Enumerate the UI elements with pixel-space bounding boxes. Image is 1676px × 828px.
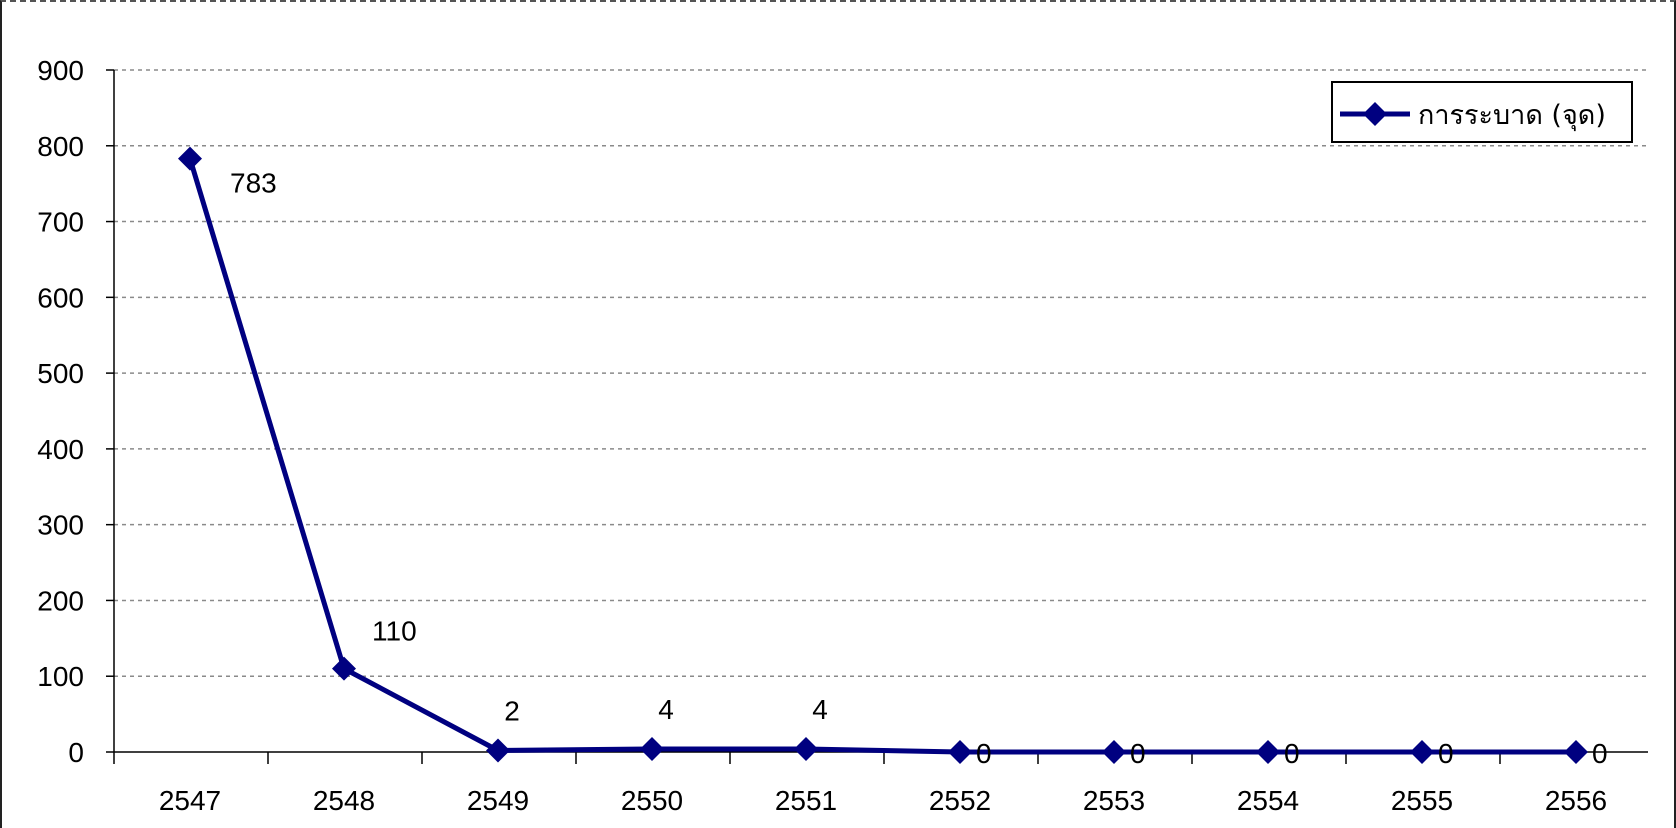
x-tick-label-2554: 2554 <box>1237 785 1299 816</box>
gridlines <box>114 69 1648 677</box>
y-tick-label-700: 700 <box>37 207 84 238</box>
y-tick-label-800: 800 <box>37 131 84 162</box>
data-label-2551: 4 <box>812 694 828 725</box>
legend: การระบาด (จุด) <box>1331 81 1633 143</box>
x-tick-label-2551: 2551 <box>775 785 837 816</box>
data-label-2548: 110 <box>372 616 417 647</box>
x-tick-label-2553: 2553 <box>1083 785 1145 816</box>
x-tick-label-2550: 2550 <box>621 785 683 816</box>
data-labels: 783 110 2 4 4 0 0 0 0 0 <box>230 168 1608 769</box>
y-tick-label-200: 200 <box>37 585 84 616</box>
x-tick-label-2556: 2556 <box>1545 785 1607 816</box>
x-tick-labels: 2547 2548 2549 2550 2551 2552 2553 2554 2555 2556 <box>159 785 1607 816</box>
data-label-2554: 0 <box>1284 738 1300 769</box>
x-tick-label-2548: 2548 <box>313 785 375 816</box>
data-point-2553 <box>1102 740 1126 764</box>
data-point-2548 <box>332 656 356 681</box>
data-label-2550: 4 <box>658 694 674 725</box>
data-label-2552: 0 <box>976 738 992 769</box>
x-tick-label-2549: 2549 <box>467 785 529 816</box>
y-tick-label-400: 400 <box>37 434 84 465</box>
y-tick-label-600: 600 <box>37 282 84 313</box>
data-point-2549 <box>486 738 510 763</box>
series-layer <box>178 146 1588 764</box>
data-point-2551 <box>794 736 818 761</box>
data-point-2555 <box>1410 740 1434 764</box>
y-tick-label-100: 100 <box>37 661 84 692</box>
data-label-2547: 783 <box>230 168 277 199</box>
x-tick-label-2552: 2552 <box>929 785 991 816</box>
y-tick-label-0: 0 <box>68 737 84 768</box>
y-tick-label-500: 500 <box>37 358 84 389</box>
y-tick-label-300: 300 <box>37 510 84 541</box>
y-tick-label-900: 900 <box>37 55 84 86</box>
data-label-2556: 0 <box>1592 738 1608 769</box>
x-tick-label-2547: 2547 <box>159 785 221 816</box>
x-tick-label-2555: 2555 <box>1391 785 1453 816</box>
y-tick-labels: 0 100 200 300 400 500 600 700 800 900 <box>37 55 84 768</box>
data-label-2553: 0 <box>1130 738 1146 769</box>
legend-diamond-marker <box>1363 102 1387 126</box>
data-point-2552 <box>948 740 972 764</box>
data-point-2550 <box>640 736 664 761</box>
data-point-2556 <box>1564 740 1588 764</box>
legend-series-name: การระบาด (จุด) <box>1418 100 1606 132</box>
axes <box>106 69 1648 764</box>
data-label-2549: 2 <box>504 695 520 726</box>
data-label-2555: 0 <box>1438 738 1454 769</box>
series-line <box>187 157 1576 755</box>
data-point-2554 <box>1256 740 1280 764</box>
data-point-2547 <box>178 146 202 171</box>
